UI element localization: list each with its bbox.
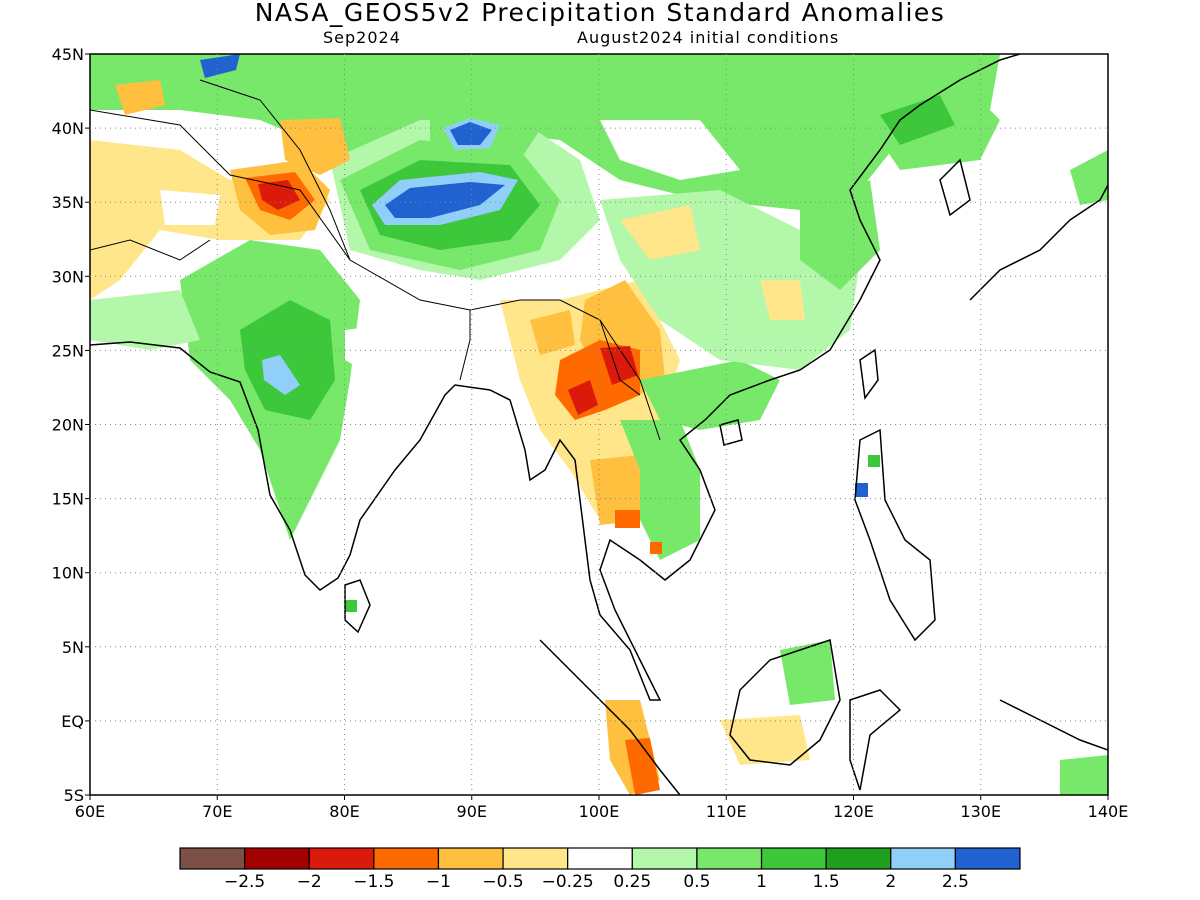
lon-tick-label: 100E	[579, 802, 620, 821]
anomaly-region	[160, 190, 220, 225]
coastline	[969, 184, 1108, 301]
legend-swatch	[760, 847, 827, 870]
legend-swatch	[825, 847, 892, 870]
lat-tick-label: EQ	[61, 712, 84, 731]
anomaly-region	[240, 300, 335, 420]
lat-tick-label: 40N	[52, 119, 84, 138]
coastline	[999, 699, 1108, 751]
coastline	[729, 639, 841, 766]
lon-tick-label: 60E	[75, 802, 105, 821]
lon-tick-label: 130E	[960, 802, 1001, 821]
lon-tick-label: 70E	[202, 802, 232, 821]
lat-tick-label: 5S	[64, 786, 84, 805]
lat-tick-label: 5N	[62, 638, 84, 657]
legend-label: 1.5	[813, 872, 840, 892]
anomaly-region	[720, 715, 810, 765]
lon-tick-label: 80E	[329, 802, 359, 821]
coastline	[859, 348, 879, 400]
anomaly-region	[855, 483, 868, 497]
anomaly-region	[90, 54, 1000, 210]
legend-swatch	[890, 847, 956, 870]
lat-tick-label: 20N	[52, 416, 84, 435]
legend-swatch	[696, 847, 763, 870]
lat-tick-label: 30N	[52, 267, 84, 286]
graticule	[90, 54, 1108, 795]
legend-label: −2.5	[224, 872, 265, 892]
valid-month-label: Sep2024	[323, 28, 401, 47]
coastline	[90, 54, 1021, 701]
legend-swatch	[373, 847, 440, 870]
legend-label: 0.25	[613, 872, 651, 892]
legend-swatch	[179, 847, 246, 870]
legend-label: 1	[756, 872, 767, 892]
anomaly-fill-layer	[90, 54, 1108, 795]
coastline	[849, 689, 902, 791]
coastline-layer	[90, 54, 1108, 795]
anomaly-region	[345, 320, 440, 380]
map-title: NASA_GEOS5v2 Precipitation Standard Anom…	[254, 0, 946, 27]
anomaly-region	[640, 360, 780, 430]
anomaly-region	[615, 510, 640, 528]
anomaly-region	[200, 54, 240, 78]
legend-swatch	[631, 847, 698, 870]
legend-label: −0.5	[482, 872, 523, 892]
axis-tick-labels: 60E 70E 80E 90E 100E 110E 120E 130E 140E 45N 40N 35…	[52, 45, 1129, 821]
legend-label: −1	[426, 872, 451, 892]
anomaly-region	[760, 280, 805, 320]
legend-label: −1.5	[353, 872, 394, 892]
anomaly-region	[90, 290, 200, 350]
anomaly-region	[115, 80, 165, 115]
legend-label: 2.5	[942, 872, 969, 892]
color-legend: −2.5 −2 −1.5 −1 −0.5 −0.25 0.25 0.5 1 1.5 2 2.5	[179, 847, 1021, 892]
anomaly-region	[1060, 755, 1108, 795]
legend-label: 0.5	[683, 872, 710, 892]
anomaly-region	[620, 420, 700, 560]
legend-swatch	[954, 847, 1021, 870]
lat-tick-label: 15N	[52, 490, 84, 509]
anomaly-region	[1070, 150, 1108, 205]
anomaly-region	[530, 310, 575, 355]
legend-label: −2	[297, 872, 322, 892]
anomaly-region	[590, 455, 645, 525]
lat-tick-label: 45N	[52, 45, 84, 64]
anomaly-region	[345, 600, 357, 612]
lon-tick-label: 120E	[833, 802, 874, 821]
legend-swatch	[308, 847, 375, 870]
legend-label: 2	[885, 872, 896, 892]
legend-swatch	[502, 847, 569, 870]
anomaly-region	[262, 355, 300, 395]
anomaly-region	[600, 346, 638, 385]
coastline	[539, 639, 681, 795]
legend-swatch	[567, 847, 633, 870]
coastline	[854, 428, 936, 642]
legend-swatch	[437, 847, 504, 870]
coastline	[939, 158, 971, 217]
lat-tick-label: 25N	[52, 341, 84, 360]
lon-tick-label: 110E	[706, 802, 747, 821]
anomaly-region	[568, 380, 598, 415]
country-border	[90, 79, 661, 441]
anomaly-region	[385, 182, 505, 218]
legend-label: −0.25	[542, 872, 594, 892]
anomaly-region	[780, 640, 835, 705]
coastline	[719, 419, 743, 446]
legend-swatch	[244, 847, 310, 870]
anomaly-region	[625, 738, 660, 795]
lon-tick-label: 90E	[457, 802, 487, 821]
anomaly-region	[800, 180, 880, 290]
lon-tick-label: 140E	[1088, 802, 1129, 821]
anomaly-region	[600, 120, 740, 180]
anomaly-region	[650, 542, 662, 554]
anomaly-region	[868, 455, 880, 467]
anomaly-region	[620, 205, 700, 260]
lat-tick-label: 10N	[52, 564, 84, 583]
anomaly-region	[280, 118, 350, 175]
lat-tick-label: 35N	[52, 193, 84, 212]
anomaly-region	[880, 95, 955, 145]
init-conditions-label: August2024 initial conditions	[577, 28, 840, 47]
